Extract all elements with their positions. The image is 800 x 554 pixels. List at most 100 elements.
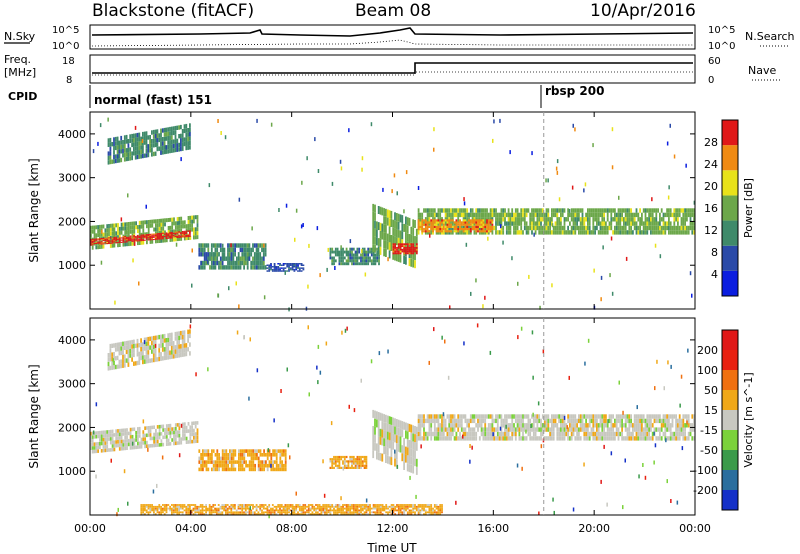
velocity-cell (451, 423, 454, 428)
power-cell (198, 265, 201, 270)
power-cell (426, 212, 429, 218)
velocity-cell (162, 504, 164, 506)
velocity-cell (347, 464, 350, 467)
velocity-cell (543, 427, 546, 432)
power-cell (227, 265, 229, 270)
power-cell (473, 230, 476, 235)
power-cell (455, 223, 458, 226)
power-cell (120, 222, 123, 227)
velocity-cell (152, 357, 155, 363)
velocity-cell (358, 513, 361, 515)
velocity-cell (504, 414, 506, 419)
power-cell (338, 250, 341, 254)
velocity-cell (495, 436, 497, 441)
power-cell (185, 123, 188, 129)
power-cell (151, 235, 153, 237)
velocity-cell (171, 438, 174, 442)
power-cell (158, 233, 161, 235)
velocity-echo-band (198, 449, 287, 472)
velocity-cell (263, 460, 265, 464)
power-cell (536, 208, 539, 213)
power-cell (516, 217, 519, 222)
velocity-cell (435, 427, 438, 432)
power-cell (164, 238, 166, 243)
velocity-cell (610, 427, 613, 432)
velocity-cell (208, 511, 211, 514)
velocity-cell (441, 436, 443, 441)
power-cell (473, 212, 476, 218)
power-cell (529, 221, 532, 226)
power-cell (579, 208, 582, 213)
velocity-cell (579, 436, 582, 441)
velocity-cell (109, 433, 112, 438)
velocity-cell (365, 513, 368, 515)
power-cell (673, 217, 676, 222)
power-cell (138, 240, 141, 242)
power-cell (129, 241, 132, 246)
power-cell (410, 247, 413, 249)
power-cell (455, 212, 458, 218)
power-cell (617, 230, 620, 235)
velocity-cell (351, 458, 353, 461)
power-cell (333, 262, 335, 266)
velocity-cell (532, 431, 535, 437)
velocity-cell (641, 418, 643, 424)
velocity-cell (541, 423, 544, 428)
power-cell (239, 256, 242, 261)
velocity-cell (154, 348, 157, 354)
velocity-cell (442, 414, 445, 419)
power-cell (334, 259, 337, 263)
power-cell (691, 221, 694, 226)
velocity-cell (142, 513, 144, 515)
velocity-cell (293, 505, 296, 508)
power-cell (630, 217, 632, 222)
power-speckle-cell (493, 119, 495, 124)
velocity-cell (140, 338, 142, 343)
velocity-cell (194, 509, 197, 512)
velocity-cell (221, 449, 224, 453)
power-cell (178, 125, 180, 130)
power-cell (650, 230, 652, 235)
power-cell (102, 240, 105, 242)
velocity-cell (97, 442, 99, 446)
power-cell (331, 259, 334, 263)
power-cell (151, 234, 153, 236)
velocity-cell (459, 418, 461, 424)
velocity-cell (419, 427, 422, 432)
power-cell (209, 252, 211, 257)
power-cell (187, 216, 190, 220)
velocity-cell (191, 421, 193, 426)
power-speckle-cell (433, 127, 435, 132)
velocity-cell (642, 431, 645, 437)
velocity-cell (307, 513, 310, 515)
power-cell (145, 236, 148, 238)
power-cell (424, 230, 427, 233)
velocity-cell (507, 431, 510, 437)
velocity-cell (516, 418, 519, 424)
velocity-cell (182, 422, 184, 427)
velocity-cell (243, 456, 246, 461)
power-cell (352, 259, 355, 263)
velocity-cell (442, 427, 445, 432)
velocity-cell (144, 433, 146, 438)
power-cell (113, 243, 116, 248)
power-cell (561, 208, 564, 213)
power-cell (124, 239, 126, 241)
power-cell (495, 217, 497, 222)
power-cell (587, 225, 589, 231)
velocity-cell (118, 439, 121, 444)
power-cell (126, 222, 128, 227)
power-cell (376, 259, 379, 263)
velocity-cell (448, 436, 451, 441)
velocity-cell (244, 509, 247, 512)
power-cell (293, 264, 296, 266)
velocity-cell (520, 423, 523, 428)
power-cell (352, 262, 355, 266)
velocity-cell (210, 511, 213, 514)
power-cell (682, 217, 685, 222)
velocity-cell (252, 511, 254, 514)
power-cell (169, 131, 171, 136)
velocity-cell (617, 414, 620, 419)
velocity-cell (581, 427, 584, 432)
power-cell (113, 146, 115, 151)
